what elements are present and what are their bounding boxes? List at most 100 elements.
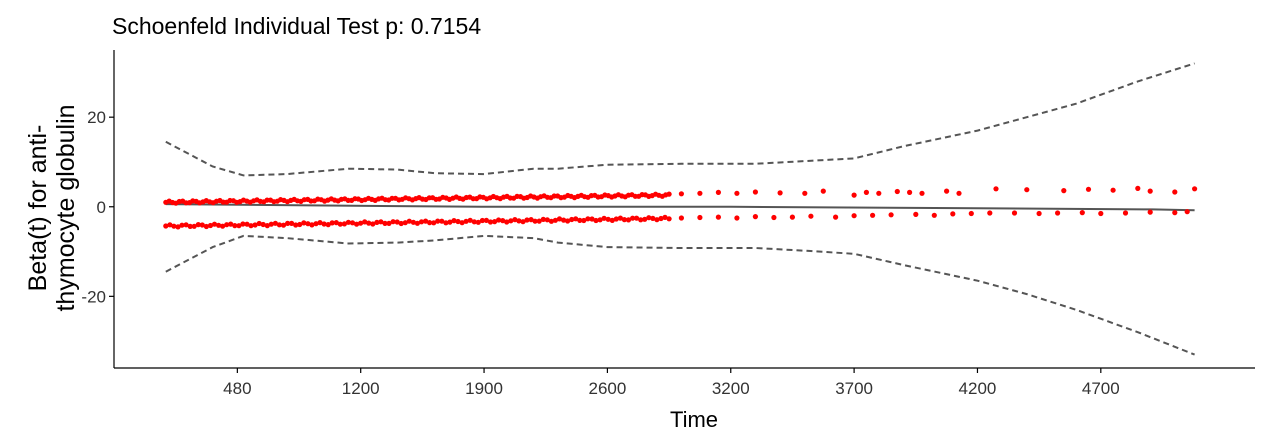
residual-point (532, 218, 538, 224)
residual-point (179, 222, 185, 228)
residual-point (777, 190, 783, 196)
residual-point (752, 189, 759, 195)
residual-point (752, 214, 759, 220)
residual-point (678, 215, 685, 221)
residual-point (888, 212, 894, 218)
residual-point (451, 218, 457, 224)
residual-point (919, 190, 925, 196)
residual-point (236, 223, 242, 229)
residual-point (264, 223, 270, 229)
residual-point (435, 218, 441, 224)
residual-point (248, 223, 254, 229)
residual-point (374, 219, 380, 225)
residual-point (500, 218, 506, 224)
residual-point (358, 220, 364, 226)
residual-point (565, 218, 571, 224)
residual-point (224, 222, 230, 228)
residual-point (968, 210, 974, 217)
residual-point (556, 216, 563, 222)
x-tick-label: 2600 (588, 379, 626, 398)
x-tick-label: 4700 (1082, 379, 1120, 398)
x-tick-label: 1900 (465, 379, 503, 398)
residual-point (876, 190, 882, 196)
residual-point (285, 220, 291, 226)
residual-point (252, 222, 258, 228)
residual-point (309, 222, 315, 228)
residual-point (260, 221, 266, 228)
residual-point (171, 223, 177, 229)
residual-point (439, 218, 445, 224)
x-tick-label: 1200 (342, 379, 380, 398)
residual-point (410, 219, 416, 225)
residual-point (573, 216, 579, 222)
residual-point (390, 219, 396, 225)
residual-point (191, 223, 197, 229)
residual-point (471, 219, 477, 225)
residual-point (183, 222, 189, 228)
residual-point (418, 219, 425, 225)
residual-point (516, 218, 522, 224)
residual-point (512, 217, 518, 223)
residual-point (1122, 210, 1129, 216)
residual-point (228, 221, 234, 227)
residual-point (944, 188, 950, 194)
residual-point (427, 220, 433, 226)
residual-point (540, 216, 546, 222)
residual-point (349, 220, 356, 226)
plot-area (163, 62, 1198, 356)
residual-point (1110, 187, 1116, 193)
residual-point (609, 217, 615, 223)
residual-point (666, 216, 672, 222)
residual-point (345, 219, 351, 225)
x-axis-title: Time (670, 407, 718, 432)
residual-point (650, 215, 656, 221)
residual-point (268, 221, 274, 227)
residual-point (256, 220, 262, 227)
residual-point (402, 220, 408, 226)
x-tick-label: 3700 (835, 379, 873, 398)
residual-point (479, 217, 485, 224)
residual-point (508, 218, 514, 224)
residual-point (613, 216, 619, 222)
x-tick-label: 3200 (712, 379, 750, 398)
y-tick-label: 0 (97, 198, 106, 217)
residual-point (386, 220, 392, 226)
residual-point (870, 212, 876, 218)
residual-point (658, 215, 664, 222)
residual-point (715, 214, 722, 220)
residual-point (341, 221, 347, 227)
residual-point (366, 220, 372, 226)
residual-point (625, 217, 632, 223)
residual-point (394, 219, 400, 225)
residual-point (678, 191, 685, 197)
residual-point (459, 220, 465, 226)
residual-point (646, 215, 652, 221)
residual-point (601, 215, 607, 221)
residual-point (244, 221, 250, 227)
residual-point (734, 190, 740, 196)
residual-point (789, 214, 796, 220)
residual-point (163, 223, 169, 229)
x-tick-label: 4200 (959, 379, 997, 398)
residual-point (293, 222, 299, 228)
residual-point (483, 217, 489, 223)
residual-point (289, 220, 295, 226)
chart-title: Schoenfeld Individual Test p: 0.7154 (112, 13, 481, 39)
residual-point (1147, 188, 1153, 194)
residual-point (894, 188, 900, 195)
residual-point (1172, 189, 1178, 195)
residual-point (378, 219, 384, 225)
axes: 20 0 -20 480 1200 1900 2600 3200 3700 4200 4700 (81, 50, 1255, 398)
residual-point (195, 222, 201, 228)
residual-point (216, 222, 222, 228)
residual-point (597, 217, 603, 223)
residual-point (333, 220, 339, 226)
residual-point (1184, 209, 1190, 215)
residual-point (950, 211, 956, 217)
residual-point (820, 188, 826, 194)
residual-point (913, 211, 919, 217)
residual-point (463, 218, 469, 224)
residual-point (443, 220, 449, 226)
residual-point (956, 190, 962, 196)
